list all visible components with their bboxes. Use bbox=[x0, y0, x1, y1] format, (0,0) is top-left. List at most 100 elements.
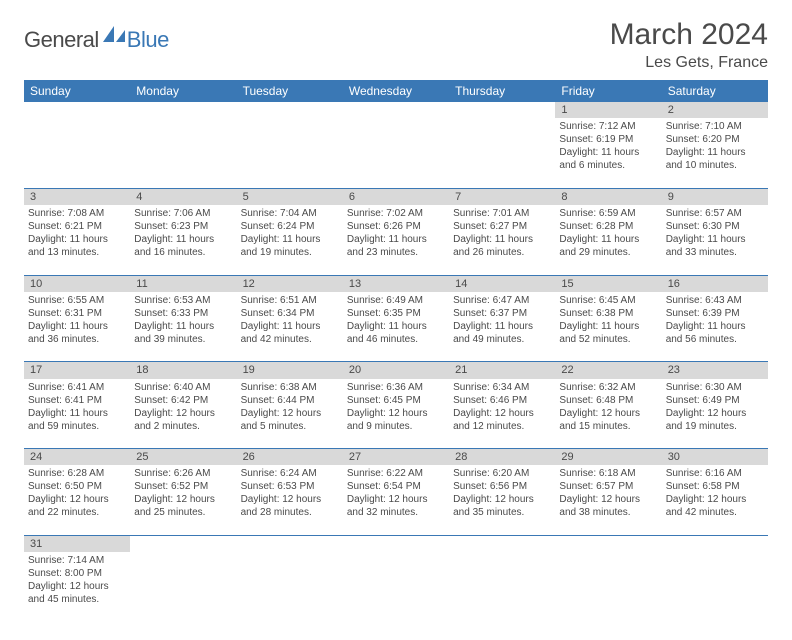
weekday-header-row: Sunday Monday Tuesday Wednesday Thursday… bbox=[24, 80, 768, 102]
calendar-cell: Sunrise: 6:22 AMSunset: 6:54 PMDaylight:… bbox=[343, 465, 449, 535]
daylight-text: Daylight: 11 hours and 46 minutes. bbox=[347, 320, 445, 346]
day-number bbox=[237, 535, 343, 552]
sunrise-text: Sunrise: 6:30 AM bbox=[666, 381, 764, 394]
weekday-thursday: Thursday bbox=[449, 80, 555, 102]
sunset-text: Sunset: 6:37 PM bbox=[453, 307, 551, 320]
day-number: 18 bbox=[130, 362, 236, 379]
sunset-text: Sunset: 6:46 PM bbox=[453, 394, 551, 407]
calendar-cell: Sunrise: 6:59 AMSunset: 6:28 PMDaylight:… bbox=[555, 205, 661, 275]
sunset-text: Sunset: 6:19 PM bbox=[559, 133, 657, 146]
calendar-cell bbox=[237, 118, 343, 188]
calendar-cell: Sunrise: 6:53 AMSunset: 6:33 PMDaylight:… bbox=[130, 292, 236, 362]
sunset-text: Sunset: 8:00 PM bbox=[28, 567, 126, 580]
sunset-text: Sunset: 6:58 PM bbox=[666, 480, 764, 493]
day-number: 31 bbox=[24, 535, 130, 552]
sunrise-text: Sunrise: 7:01 AM bbox=[453, 207, 551, 220]
daylight-text: Daylight: 12 hours and 5 minutes. bbox=[241, 407, 339, 433]
daylight-text: Daylight: 12 hours and 22 minutes. bbox=[28, 493, 126, 519]
sunset-text: Sunset: 6:30 PM bbox=[666, 220, 764, 233]
sunrise-text: Sunrise: 7:04 AM bbox=[241, 207, 339, 220]
calendar-cell: Sunrise: 6:34 AMSunset: 6:46 PMDaylight:… bbox=[449, 379, 555, 449]
day-number: 23 bbox=[662, 362, 768, 379]
calendar-cell: Sunrise: 6:49 AMSunset: 6:35 PMDaylight:… bbox=[343, 292, 449, 362]
weekday-monday: Monday bbox=[130, 80, 236, 102]
sunrise-text: Sunrise: 7:12 AM bbox=[559, 120, 657, 133]
day-number bbox=[130, 535, 236, 552]
day-number: 4 bbox=[130, 188, 236, 205]
day-number: 29 bbox=[555, 449, 661, 466]
calendar-cell bbox=[343, 118, 449, 188]
calendar-cell: Sunrise: 6:18 AMSunset: 6:57 PMDaylight:… bbox=[555, 465, 661, 535]
calendar-cell: Sunrise: 6:24 AMSunset: 6:53 PMDaylight:… bbox=[237, 465, 343, 535]
daylight-text: Daylight: 11 hours and 56 minutes. bbox=[666, 320, 764, 346]
daylight-text: Daylight: 11 hours and 26 minutes. bbox=[453, 233, 551, 259]
daynum-row: 3456789 bbox=[24, 188, 768, 205]
sunset-text: Sunset: 6:24 PM bbox=[241, 220, 339, 233]
day-number: 30 bbox=[662, 449, 768, 466]
calendar-cell: Sunrise: 6:36 AMSunset: 6:45 PMDaylight:… bbox=[343, 379, 449, 449]
sunrise-text: Sunrise: 6:28 AM bbox=[28, 467, 126, 480]
day-number: 25 bbox=[130, 449, 236, 466]
calendar-cell: Sunrise: 6:41 AMSunset: 6:41 PMDaylight:… bbox=[24, 379, 130, 449]
sunset-text: Sunset: 6:54 PM bbox=[347, 480, 445, 493]
calendar-cell: Sunrise: 6:45 AMSunset: 6:38 PMDaylight:… bbox=[555, 292, 661, 362]
calendar-cell: Sunrise: 6:43 AMSunset: 6:39 PMDaylight:… bbox=[662, 292, 768, 362]
calendar-cell: Sunrise: 6:16 AMSunset: 6:58 PMDaylight:… bbox=[662, 465, 768, 535]
daylight-text: Daylight: 11 hours and 59 minutes. bbox=[28, 407, 126, 433]
weekday-friday: Friday bbox=[555, 80, 661, 102]
daynum-row: 17181920212223 bbox=[24, 362, 768, 379]
calendar-cell bbox=[449, 118, 555, 188]
sunrise-text: Sunrise: 6:53 AM bbox=[134, 294, 232, 307]
daylight-text: Daylight: 12 hours and 45 minutes. bbox=[28, 580, 126, 606]
calendar-cell: Sunrise: 6:28 AMSunset: 6:50 PMDaylight:… bbox=[24, 465, 130, 535]
sunset-text: Sunset: 6:31 PM bbox=[28, 307, 126, 320]
daylight-text: Daylight: 11 hours and 19 minutes. bbox=[241, 233, 339, 259]
calendar-cell: Sunrise: 6:30 AMSunset: 6:49 PMDaylight:… bbox=[662, 379, 768, 449]
sunset-text: Sunset: 6:53 PM bbox=[241, 480, 339, 493]
day-number: 2 bbox=[662, 102, 768, 118]
daynum-row: 24252627282930 bbox=[24, 449, 768, 466]
daylight-text: Daylight: 11 hours and 39 minutes. bbox=[134, 320, 232, 346]
calendar-cell: Sunrise: 6:38 AMSunset: 6:44 PMDaylight:… bbox=[237, 379, 343, 449]
daylight-text: Daylight: 12 hours and 19 minutes. bbox=[666, 407, 764, 433]
sunset-text: Sunset: 6:52 PM bbox=[134, 480, 232, 493]
daylight-text: Daylight: 11 hours and 23 minutes. bbox=[347, 233, 445, 259]
calendar-row: Sunrise: 6:55 AMSunset: 6:31 PMDaylight:… bbox=[24, 292, 768, 362]
weekday-wednesday: Wednesday bbox=[343, 80, 449, 102]
day-number bbox=[449, 102, 555, 118]
day-number: 20 bbox=[343, 362, 449, 379]
day-number: 24 bbox=[24, 449, 130, 466]
sunrise-text: Sunrise: 6:22 AM bbox=[347, 467, 445, 480]
day-number: 27 bbox=[343, 449, 449, 466]
sunrise-text: Sunrise: 6:36 AM bbox=[347, 381, 445, 394]
daylight-text: Daylight: 12 hours and 9 minutes. bbox=[347, 407, 445, 433]
sunrise-text: Sunrise: 6:40 AM bbox=[134, 381, 232, 394]
sunrise-text: Sunrise: 7:02 AM bbox=[347, 207, 445, 220]
sunrise-text: Sunrise: 7:08 AM bbox=[28, 207, 126, 220]
calendar-cell: Sunrise: 7:10 AMSunset: 6:20 PMDaylight:… bbox=[662, 118, 768, 188]
calendar-cell: Sunrise: 7:12 AMSunset: 6:19 PMDaylight:… bbox=[555, 118, 661, 188]
sunrise-text: Sunrise: 7:10 AM bbox=[666, 120, 764, 133]
sunset-text: Sunset: 6:56 PM bbox=[453, 480, 551, 493]
day-number: 12 bbox=[237, 275, 343, 292]
day-number: 9 bbox=[662, 188, 768, 205]
sunrise-text: Sunrise: 6:24 AM bbox=[241, 467, 339, 480]
sunset-text: Sunset: 6:33 PM bbox=[134, 307, 232, 320]
sunset-text: Sunset: 6:44 PM bbox=[241, 394, 339, 407]
sunset-text: Sunset: 6:50 PM bbox=[28, 480, 126, 493]
calendar-row: Sunrise: 7:12 AMSunset: 6:19 PMDaylight:… bbox=[24, 118, 768, 188]
day-number: 7 bbox=[449, 188, 555, 205]
sunrise-text: Sunrise: 6:38 AM bbox=[241, 381, 339, 394]
calendar-cell: Sunrise: 7:08 AMSunset: 6:21 PMDaylight:… bbox=[24, 205, 130, 275]
day-number bbox=[449, 535, 555, 552]
calendar-cell: Sunrise: 6:55 AMSunset: 6:31 PMDaylight:… bbox=[24, 292, 130, 362]
calendar-cell: Sunrise: 6:47 AMSunset: 6:37 PMDaylight:… bbox=[449, 292, 555, 362]
day-number bbox=[237, 102, 343, 118]
daylight-text: Daylight: 11 hours and 42 minutes. bbox=[241, 320, 339, 346]
calendar-cell: Sunrise: 6:26 AMSunset: 6:52 PMDaylight:… bbox=[130, 465, 236, 535]
day-number: 15 bbox=[555, 275, 661, 292]
sunrise-text: Sunrise: 6:45 AM bbox=[559, 294, 657, 307]
daylight-text: Daylight: 11 hours and 36 minutes. bbox=[28, 320, 126, 346]
day-number: 5 bbox=[237, 188, 343, 205]
daylight-text: Daylight: 11 hours and 33 minutes. bbox=[666, 233, 764, 259]
